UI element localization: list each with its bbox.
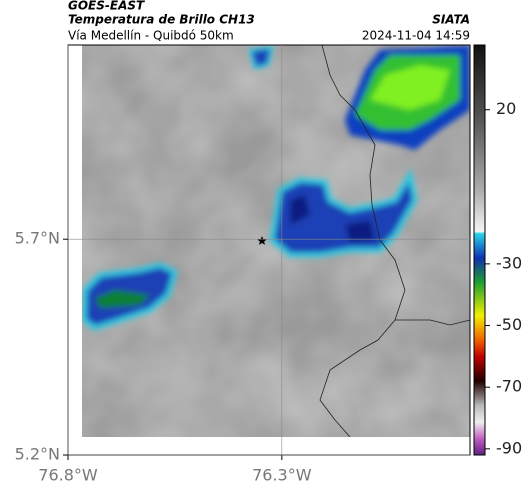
satellite-image: [82, 45, 470, 437]
x-tick-label: 76.8°W: [38, 466, 98, 485]
colorbar-tick-label: -50: [496, 315, 522, 334]
y-tick-label: 5.7°N: [15, 229, 60, 248]
colorbar-tick-label: 20: [496, 99, 516, 118]
subtitle: Temperatura de Brillo CH13: [68, 13, 255, 27]
title: GOES-EAST: [68, 0, 145, 13]
colorbar: [473, 44, 486, 456]
location-marker: [257, 236, 267, 245]
timestamp: 2024-11-04 14:59: [362, 29, 470, 43]
y-tick-label: 5.2°N: [15, 445, 60, 464]
location: Vía Medellín - Quibdó 50km: [68, 29, 234, 43]
colorbar-tick-label: -90: [496, 438, 522, 457]
colorbar-tick-label: -30: [496, 253, 522, 272]
source: SIATA: [432, 13, 470, 27]
colorbar-tick-label: -70: [496, 377, 522, 396]
x-tick-label: 76.3°W: [252, 466, 312, 485]
